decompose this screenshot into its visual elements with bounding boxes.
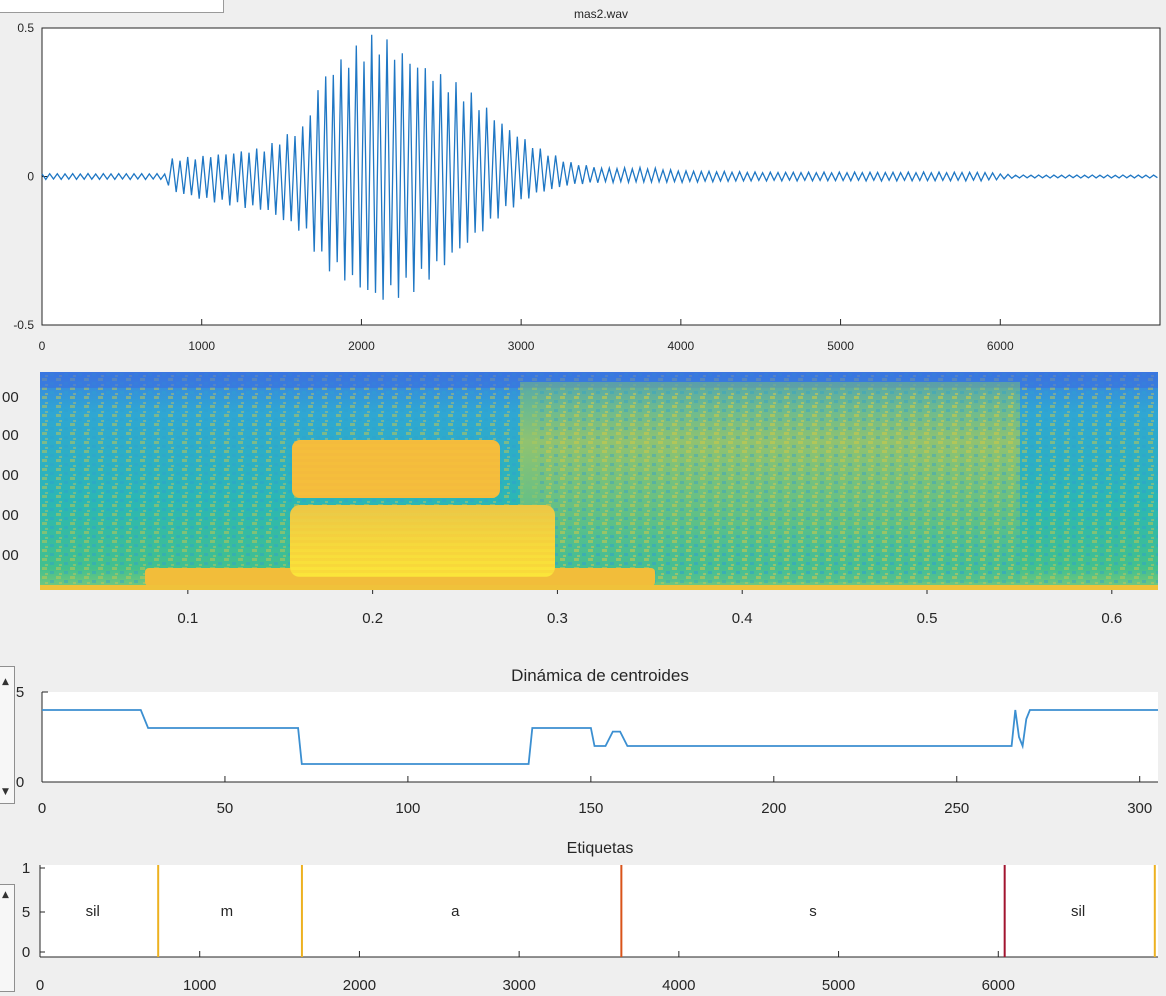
centroid-scroll-slider[interactable]: ▲ ▼ bbox=[0, 666, 15, 804]
spectrogram-s-noise-texture bbox=[540, 390, 1020, 580]
labels-y-tick-label: 0 bbox=[22, 944, 30, 961]
centroid-line bbox=[42, 709, 1158, 765]
spectrogram-y-tick-label: 00 bbox=[2, 547, 19, 564]
waveform-x-tick-label: 1000 bbox=[188, 339, 215, 353]
labels-scroll-slider[interactable]: ▲ bbox=[0, 884, 15, 992]
spectrogram-formant-low-harmonics bbox=[290, 505, 555, 577]
segment-label: s bbox=[809, 903, 817, 920]
spectrogram-y-tick-label: 00 bbox=[2, 427, 19, 444]
waveform-y-tick-label: 0.5 bbox=[17, 21, 34, 35]
waveform-x-tick-label: 4000 bbox=[668, 339, 695, 353]
spectrogram-x-tick-label: 0.5 bbox=[917, 610, 938, 627]
centroid-y-tick-label: 5 bbox=[16, 684, 24, 701]
centroid-axes-box bbox=[42, 692, 1158, 782]
slider-up-arrow-icon[interactable]: ▲ bbox=[2, 890, 9, 900]
labels-x-tick-label: 4000 bbox=[662, 977, 695, 994]
centroid-y-tick-label: 0 bbox=[16, 774, 24, 791]
waveform-x-tick-label: 5000 bbox=[827, 339, 854, 353]
waveform-title: mas2.wav bbox=[574, 7, 628, 21]
labels-x-tick-label: 6000 bbox=[982, 977, 1015, 994]
segment-label: a bbox=[451, 903, 460, 920]
segment-label: m bbox=[221, 903, 234, 920]
labels-title: Etiquetas bbox=[567, 840, 634, 857]
slider-up-arrow-icon[interactable]: ▲ bbox=[2, 677, 9, 687]
waveform-x-tick-label: 2000 bbox=[348, 339, 375, 353]
spectrogram-dc-band bbox=[40, 585, 1158, 590]
segment-label: sil bbox=[1071, 903, 1085, 920]
labels-x-tick-label: 1000 bbox=[183, 977, 216, 994]
waveform-y-tick-label: 0 bbox=[27, 170, 34, 184]
labels-axes-box bbox=[40, 865, 1158, 957]
spectrogram-x-tick-label: 0.6 bbox=[1101, 610, 1122, 627]
waveform-x-tick-label: 6000 bbox=[987, 339, 1014, 353]
spectrogram-formant-high-harmonics bbox=[292, 440, 500, 498]
slider-down-arrow-icon[interactable]: ▼ bbox=[2, 787, 9, 797]
spectrogram-y-tick-label: 00 bbox=[2, 467, 19, 484]
labels-x-tick-label: 5000 bbox=[822, 977, 855, 994]
labels-y-tick-label: 1 bbox=[22, 860, 30, 877]
centroid-title: Dinámica de centroides bbox=[511, 666, 689, 685]
centroid-x-tick-label: 150 bbox=[578, 800, 603, 817]
spectrogram-y-tick-label: 00 bbox=[2, 507, 19, 524]
labels-y-tick-label: 5 bbox=[22, 904, 30, 921]
centroid-panel: Dinámica de centroides 50 0 50 100 150 200 25… bbox=[16, 666, 1158, 817]
spectrogram-panel: 00 00 00 00 00 0.1 0.2 0.3 0.4 0.5 0.6 bbox=[2, 372, 1158, 627]
waveform-axes-box bbox=[41, 27, 1161, 326]
spectrogram-x-tick-label: 0.4 bbox=[732, 610, 753, 627]
spectrogram-x-tick-label: 0.3 bbox=[547, 610, 568, 627]
waveform-x-tick-label: 3000 bbox=[508, 339, 535, 353]
waveform-y-tick-label: -0.5 bbox=[13, 318, 34, 332]
labels-x-tick-label: 3000 bbox=[502, 977, 535, 994]
labels-x-tick-label: 0 bbox=[36, 977, 44, 994]
labels-panel: Etiquetas 150 0 1000 2000 3000 4000 5000 6000 … bbox=[22, 840, 1158, 994]
centroid-x-tick-label: 50 bbox=[217, 800, 234, 817]
spectrogram-x-tick-label: 0.2 bbox=[362, 610, 383, 627]
waveform-panel: mas2.wav 0.5 0 -0.5 0 1000 2000 3000 4000 5000 6… bbox=[13, 7, 1161, 353]
spectrogram-y-tick-label: 00 bbox=[2, 389, 19, 406]
spectrogram-x-tick-label: 0.1 bbox=[177, 610, 198, 627]
labels-x-tick-label: 2000 bbox=[343, 977, 376, 994]
edit-text-box[interactable] bbox=[0, 0, 224, 13]
centroid-x-tick-label: 250 bbox=[944, 800, 969, 817]
centroid-x-tick-label: 200 bbox=[761, 800, 786, 817]
centroid-x-tick-label: 300 bbox=[1127, 800, 1152, 817]
centroid-x-tick-label: 100 bbox=[395, 800, 420, 817]
waveform-signal-line bbox=[41, 34, 1158, 300]
centroid-x-tick-label: 0 bbox=[38, 800, 46, 817]
waveform-x-tick-label: 0 bbox=[39, 339, 46, 353]
segment-label: sil bbox=[86, 903, 100, 920]
